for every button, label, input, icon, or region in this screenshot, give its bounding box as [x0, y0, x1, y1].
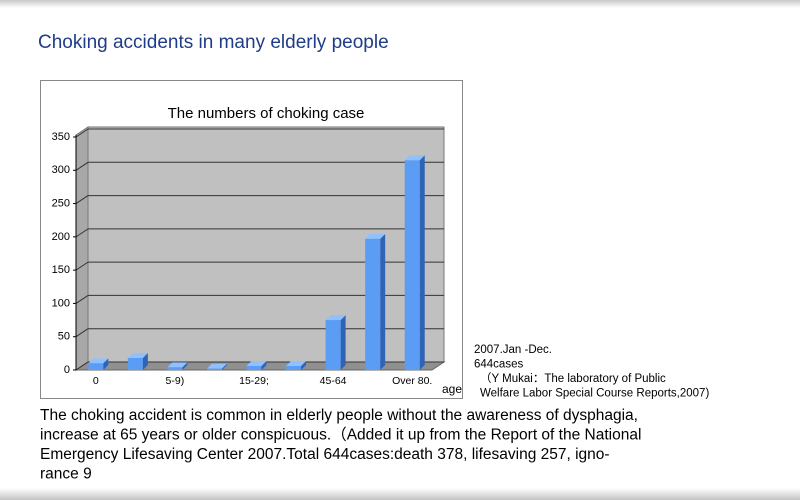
note-line: （Y Mukai：The laboratory of Public: [480, 372, 666, 385]
body-line: increase at 65 years or older conspicuou…: [40, 427, 641, 444]
bar: [286, 366, 302, 370]
bar-side: [142, 353, 148, 370]
x-tick-label: Over 80.: [392, 375, 432, 387]
y-tick-label: 100: [52, 297, 70, 309]
x-tick-label: 15-29;: [239, 375, 269, 387]
y-tick-label: 250: [52, 197, 70, 209]
bar-side: [301, 361, 307, 370]
y-tick-label: 50: [58, 331, 70, 343]
bar-side: [182, 362, 188, 370]
y-tick-label: 200: [52, 231, 70, 243]
body-line: Emergency Lifesaving Center 2007.Total 6…: [40, 446, 610, 463]
bar-top: [325, 315, 346, 321]
grid-line-side: [75, 261, 89, 271]
bar: [365, 238, 381, 370]
bar: [246, 366, 262, 370]
bar-top: [246, 361, 267, 367]
top-band: [0, 0, 800, 8]
chart: 0 50 100 150 200 250 300 350 0 5-9) 15-29; 45-64 Ove…: [52, 126, 446, 387]
body-line: rance 9: [40, 466, 92, 483]
x-tick-label: 5-9): [166, 375, 185, 387]
bar-side: [419, 155, 425, 370]
x-axis-label: age: [442, 382, 462, 396]
y-tick-label: 150: [52, 264, 70, 276]
chart-title: The numbers of choking case: [168, 105, 365, 122]
body-line: The choking accident is common in elderl…: [40, 407, 638, 424]
bar: [127, 358, 143, 370]
grid-line-side: [75, 195, 89, 204]
bar-side: [103, 358, 109, 370]
bar: [206, 368, 222, 370]
grid-line-side: [75, 161, 89, 171]
bar-top: [286, 361, 307, 367]
y-tick-label: 0: [64, 364, 70, 376]
bar-side: [340, 315, 346, 370]
y-tick-label: 350: [52, 131, 70, 143]
bar-top: [206, 363, 227, 369]
bar: [88, 363, 104, 370]
note-line: 644cases: [474, 359, 523, 371]
bar-top: [404, 155, 425, 161]
bar-top: [127, 353, 148, 359]
note-line: 2007.Jan -Dec.: [474, 344, 552, 356]
bar: [167, 367, 183, 370]
grid-line-side: [75, 361, 89, 371]
bar-top: [365, 233, 386, 239]
x-tick-label: 45-64: [320, 375, 347, 387]
body-text: The choking accident is common in elderl…: [40, 407, 641, 483]
bar-top: [167, 362, 188, 368]
bottom-band: [0, 488, 800, 500]
source-note: 2007.Jan -Dec. 644cases（Y Mukai：The labor…: [474, 344, 709, 400]
bar-side: [221, 363, 227, 370]
x-tick-label: 0: [93, 375, 99, 387]
bar: [404, 160, 420, 370]
grid-line-side: [75, 295, 89, 304]
bar-side: [261, 361, 267, 370]
bar: [325, 320, 341, 370]
grid-line-side: [75, 328, 89, 338]
bar-top: [88, 358, 109, 364]
page-title: Choking accidents in many elderly people: [38, 32, 389, 53]
note-line: Welfare Labor Special Course Reports,200…: [480, 388, 709, 400]
y-tick-label: 300: [52, 164, 70, 176]
grid-line-side: [75, 128, 89, 138]
bar-side: [380, 233, 386, 370]
grid-line-side: [75, 228, 89, 238]
